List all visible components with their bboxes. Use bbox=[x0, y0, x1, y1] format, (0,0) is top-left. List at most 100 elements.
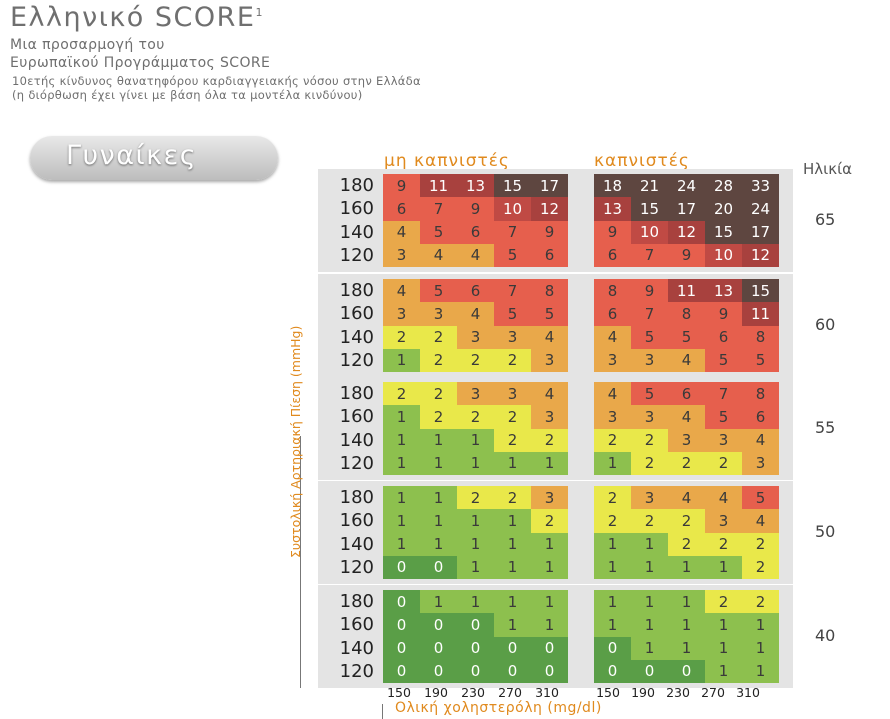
risk-cell: 2 bbox=[494, 348, 531, 372]
risk-cell: 0 bbox=[383, 636, 420, 660]
risk-cell: 4 bbox=[594, 325, 631, 349]
risk-cell: 2 bbox=[420, 325, 457, 349]
risk-cell: 3 bbox=[594, 405, 631, 429]
risk-cell: 6 bbox=[594, 243, 631, 267]
risk-cell: 3 bbox=[594, 348, 631, 372]
risk-cell: 5 bbox=[494, 302, 531, 326]
risk-cell: 7 bbox=[705, 382, 742, 406]
x-tick-label: 190 bbox=[631, 685, 655, 700]
risk-cell: 8 bbox=[742, 325, 779, 349]
risk-cell: 3 bbox=[531, 348, 568, 372]
risk-cell: 6 bbox=[668, 382, 705, 406]
risk-cell: 0 bbox=[457, 613, 494, 637]
risk-cell: 18 bbox=[594, 174, 631, 198]
bp-tick-label: 160 bbox=[339, 614, 374, 636]
risk-cell: 1 bbox=[594, 555, 631, 579]
risk-cell: 11 bbox=[668, 279, 705, 303]
risk-cell: 2 bbox=[668, 451, 705, 475]
non-smokers-heading: μη καπνιστές bbox=[384, 151, 510, 171]
risk-cell: 2 bbox=[383, 325, 420, 349]
risk-cell: 1 bbox=[594, 590, 631, 614]
risk-cell: 2 bbox=[420, 348, 457, 372]
risk-cell: 6 bbox=[531, 243, 568, 267]
risk-cell: 3 bbox=[420, 302, 457, 326]
risk-cell: 1 bbox=[594, 613, 631, 637]
risk-cell: 1 bbox=[742, 613, 779, 637]
risk-cell: 12 bbox=[668, 220, 705, 244]
risk-cell: 0 bbox=[420, 613, 457, 637]
bp-tick-label: 140 bbox=[339, 429, 374, 451]
risk-cell: 2 bbox=[742, 532, 779, 556]
risk-cell: 1 bbox=[631, 590, 668, 614]
risk-cell: 3 bbox=[705, 509, 742, 533]
risk-cell: 2 bbox=[457, 348, 494, 372]
smokers-grid: 18 21 24 28 33 13 15 17 20 24 9 10 12 15 17 6 7 9 10 12 bbox=[594, 174, 779, 267]
risk-cell: 5 bbox=[705, 405, 742, 429]
risk-cell: 1 bbox=[383, 486, 420, 510]
risk-cell: 4 bbox=[668, 348, 705, 372]
risk-cell: 0 bbox=[420, 636, 457, 660]
risk-cell: 0 bbox=[668, 659, 705, 683]
risk-cell: 5 bbox=[494, 243, 531, 267]
risk-cell: 1 bbox=[457, 532, 494, 556]
risk-cell: 17 bbox=[742, 220, 779, 244]
bp-tick-label: 180 bbox=[339, 591, 374, 612]
age-label: 50 bbox=[815, 521, 836, 541]
risk-cell: 4 bbox=[531, 382, 568, 406]
gender-pill: Γυναίκες bbox=[30, 136, 278, 180]
risk-cell: 10 bbox=[494, 197, 531, 221]
bp-tick-label: 160 bbox=[339, 406, 374, 428]
risk-cell: 0 bbox=[531, 636, 568, 660]
bp-tick-label: 140 bbox=[339, 533, 374, 555]
y-axis-line bbox=[300, 436, 301, 688]
risk-cell: 4 bbox=[705, 486, 742, 510]
risk-cell: 7 bbox=[494, 279, 531, 303]
risk-cell: 1 bbox=[631, 613, 668, 637]
risk-cell: 0 bbox=[594, 636, 631, 660]
risk-cell: 1 bbox=[457, 451, 494, 475]
x-tick-label: 190 bbox=[424, 685, 448, 700]
risk-cell: 2 bbox=[631, 509, 668, 533]
risk-cell: 1 bbox=[705, 636, 742, 660]
risk-cell: 1 bbox=[457, 590, 494, 614]
risk-cell: 24 bbox=[668, 174, 705, 198]
risk-cell: 1 bbox=[383, 348, 420, 372]
risk-cell: 2 bbox=[594, 509, 631, 533]
risk-cell: 8 bbox=[668, 302, 705, 326]
risk-cell: 1 bbox=[420, 428, 457, 452]
risk-cell: 3 bbox=[631, 405, 668, 429]
risk-cell: 3 bbox=[668, 428, 705, 452]
risk-cell: 20 bbox=[705, 197, 742, 221]
risk-cell: 2 bbox=[705, 532, 742, 556]
non-smokers-grid: 9 11 13 15 17 6 7 9 10 12 4 5 6 7 9 3 4 4 5 6 bbox=[383, 174, 568, 267]
x-axis-label: Ολική χοληστερόλη (mg/dl) bbox=[395, 700, 602, 716]
risk-cell: 1 bbox=[668, 613, 705, 637]
risk-cell: 1 bbox=[705, 659, 742, 683]
risk-cell: 1 bbox=[420, 532, 457, 556]
risk-cell: 4 bbox=[383, 279, 420, 303]
risk-cell: 2 bbox=[494, 405, 531, 429]
x-tick-label: 310 bbox=[736, 685, 760, 700]
risk-cell: 5 bbox=[742, 486, 779, 510]
risk-cell: 2 bbox=[494, 486, 531, 510]
risk-cell: 1 bbox=[594, 451, 631, 475]
risk-cell: 5 bbox=[631, 325, 668, 349]
risk-cell: 2 bbox=[594, 428, 631, 452]
risk-cell: 2 bbox=[631, 451, 668, 475]
risk-cell: 5 bbox=[742, 348, 779, 372]
risk-cell: 2 bbox=[420, 382, 457, 406]
risk-cell: 1 bbox=[457, 555, 494, 579]
risk-cell: 1 bbox=[383, 428, 420, 452]
risk-cell: 1 bbox=[383, 509, 420, 533]
risk-cell: 1 bbox=[383, 532, 420, 556]
risk-cell: 8 bbox=[531, 279, 568, 303]
risk-cell: 4 bbox=[420, 243, 457, 267]
risk-cell: 15 bbox=[631, 197, 668, 221]
risk-cell: 4 bbox=[594, 382, 631, 406]
risk-cell: 1 bbox=[705, 613, 742, 637]
age-heading: Ηλικία bbox=[803, 160, 853, 178]
